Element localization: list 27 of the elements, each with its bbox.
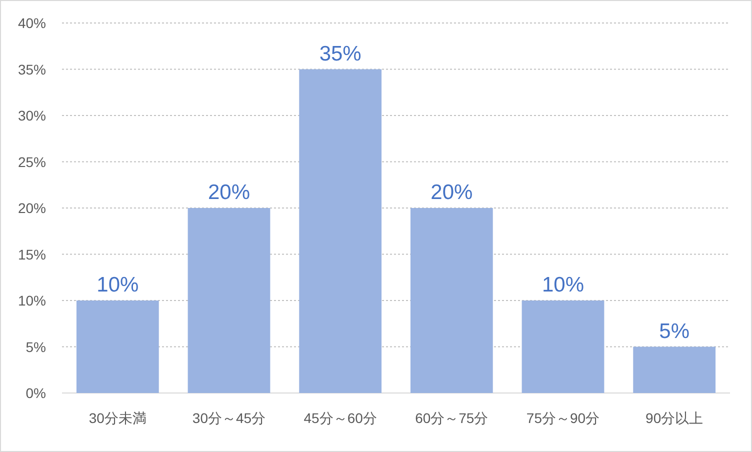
y-tick-label: 20% — [18, 200, 46, 216]
data-label: 10% — [542, 274, 584, 296]
y-tick-label: 25% — [18, 154, 46, 170]
x-tick-label: 90分以上 — [646, 410, 704, 426]
bar — [633, 346, 716, 393]
y-tick-label: 30% — [18, 108, 46, 124]
y-tick-label: 40% — [18, 15, 46, 31]
x-tick-label: 45分～60分 — [304, 410, 377, 426]
y-tick-label: 5% — [26, 338, 46, 355]
x-tick-label: 30分～45分 — [192, 410, 266, 426]
data-label: 35% — [319, 42, 362, 66]
bar — [522, 300, 604, 393]
y-tick-label: 35% — [18, 61, 46, 78]
y-tick-label: 15% — [18, 246, 46, 262]
x-tick-label: 75分～90分 — [526, 410, 600, 426]
x-tick-label: 30分未満 — [88, 410, 146, 426]
data-label: 10% — [96, 274, 139, 296]
y-tick-label: 10% — [18, 292, 46, 308]
data-label: 20% — [208, 181, 250, 204]
x-tick-label: 60分～75分 — [415, 410, 488, 426]
bar — [188, 208, 270, 393]
data-label: 5% — [659, 320, 690, 343]
bar — [76, 300, 159, 393]
y-tick-label: 0% — [26, 385, 46, 401]
bar — [410, 208, 493, 393]
data-label: 20% — [430, 181, 473, 204]
bar — [299, 69, 382, 393]
